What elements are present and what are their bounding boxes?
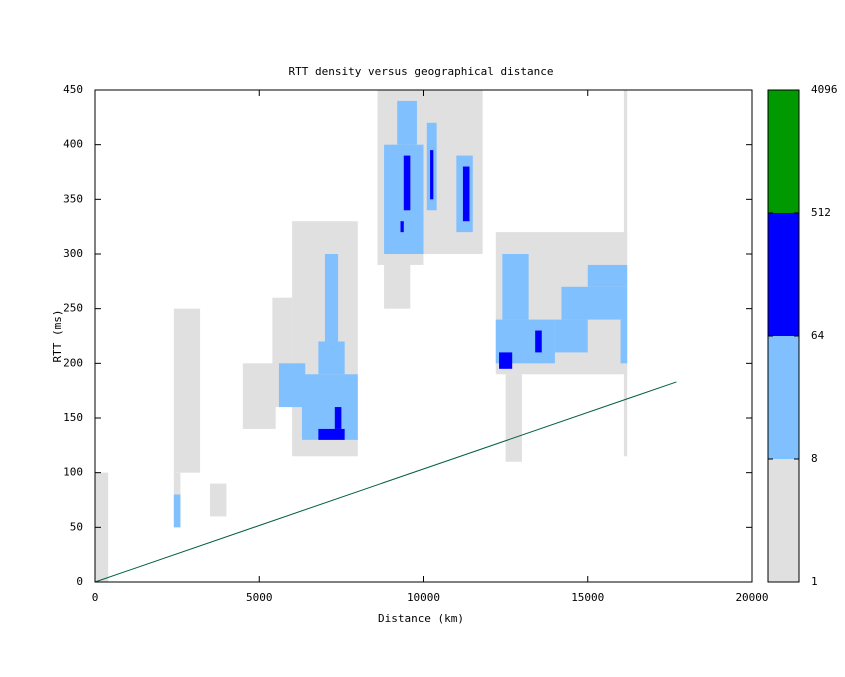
x-tick-label: 10000	[407, 591, 440, 604]
density-cell	[334, 407, 342, 429]
density-cell	[173, 494, 181, 528]
density-cell	[505, 374, 523, 462]
colorbar-label: 64	[811, 329, 825, 342]
density-cell	[462, 166, 470, 222]
density-cell	[502, 254, 529, 320]
colorbar-label: 4096	[811, 83, 838, 96]
density-cell	[430, 150, 434, 200]
x-tick-label: 5000	[246, 591, 273, 604]
density-cell	[242, 363, 276, 429]
density-cell	[499, 352, 513, 369]
y-tick-label: 400	[63, 138, 83, 151]
x-tick-label: 20000	[735, 591, 768, 604]
density-cell	[384, 144, 424, 254]
density-cell	[397, 100, 417, 145]
density-cell	[173, 308, 201, 473]
colorbar-label: 512	[811, 206, 831, 219]
y-tick-label: 450	[63, 83, 83, 96]
y-tick-label: 300	[63, 247, 83, 260]
y-tick-label: 150	[63, 411, 83, 424]
density-cell	[620, 319, 628, 364]
x-axis-label: Distance (km)	[378, 612, 464, 625]
colorbar-segment	[768, 90, 799, 213]
density-cell	[278, 363, 306, 408]
reference-line	[94, 381, 677, 583]
y-tick-label: 50	[70, 520, 83, 533]
y-tick-label: 0	[76, 575, 83, 588]
y-tick-label: 100	[63, 466, 83, 479]
colorbar-label: 1	[811, 575, 818, 588]
density-cell	[554, 319, 588, 353]
density-cell	[587, 264, 628, 287]
chart-title: RTT density versus geographical distance	[289, 65, 554, 78]
colorbar-segment	[768, 336, 799, 459]
density-cell	[324, 254, 339, 342]
density-cell	[400, 221, 404, 233]
y-axis-label: RTT (ms)	[51, 310, 64, 363]
density-cell	[95, 472, 109, 582]
y-tick-label: 350	[63, 192, 83, 205]
y-tick-label: 200	[63, 356, 83, 369]
density-cell	[535, 330, 542, 353]
y-tick-label: 250	[63, 302, 83, 315]
density-cell	[318, 428, 345, 440]
density-cell	[318, 341, 345, 375]
x-tick-label: 15000	[571, 591, 604, 604]
density-cell	[561, 286, 628, 320]
colorbar-segment	[768, 459, 799, 582]
density-cell	[384, 254, 411, 309]
density-cell	[209, 483, 227, 517]
colorbar-segment	[768, 213, 799, 336]
colorbar-label: 8	[811, 452, 818, 465]
density-cell	[403, 155, 411, 211]
x-tick-label: 0	[92, 591, 99, 604]
